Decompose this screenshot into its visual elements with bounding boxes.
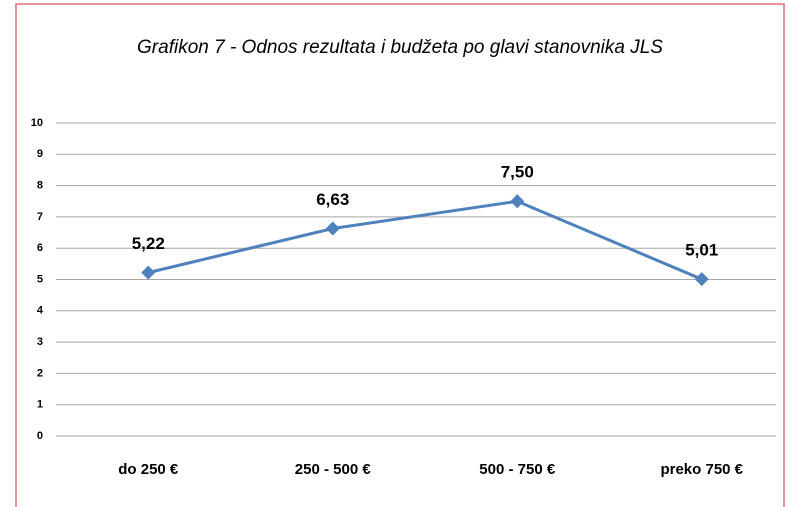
data-point (510, 194, 525, 209)
y-tick-label: 8 (37, 180, 43, 192)
y-tick-label: 10 (31, 117, 43, 129)
x-tick-label: preko 750 € (660, 461, 743, 478)
y-tick-label: 6 (37, 242, 43, 254)
data-label: 5,01 (685, 241, 718, 260)
y-tick-label: 4 (37, 305, 44, 317)
data-label: 6,63 (316, 190, 349, 209)
x-tick-label: 500 - 750 € (479, 461, 556, 478)
x-tick-label: do 250 € (118, 461, 179, 478)
y-tick-label: 1 (37, 399, 43, 411)
y-tick-label: 2 (37, 367, 43, 379)
data-label: 5,22 (132, 234, 165, 253)
y-tick-label: 0 (37, 430, 43, 442)
y-tick-label: 5 (37, 273, 43, 285)
y-tick-label: 9 (37, 148, 43, 160)
y-tick-label: 3 (37, 336, 43, 348)
data-point (694, 272, 709, 287)
data-point (141, 265, 156, 280)
data-label: 7,50 (501, 163, 534, 182)
data-point (325, 221, 340, 236)
y-tick-label: 7 (37, 211, 43, 223)
data-line (147, 199, 703, 281)
chart-frame (15, 3, 785, 507)
chart-title: Grafikon 7 - Odnos rezultata i budžeta p… (137, 37, 663, 58)
x-tick-label: 250 - 500 € (295, 461, 372, 478)
